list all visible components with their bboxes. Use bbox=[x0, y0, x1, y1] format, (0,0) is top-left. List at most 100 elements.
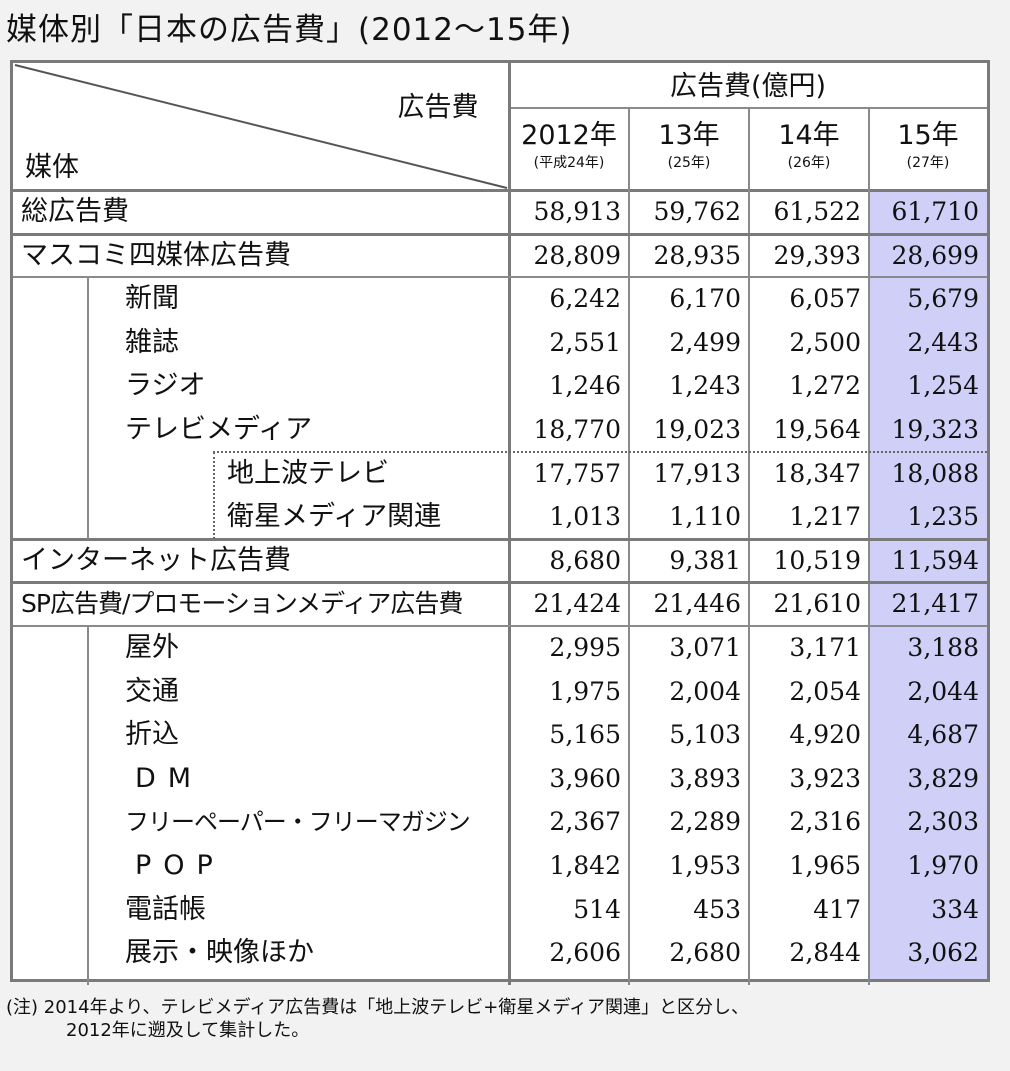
tv-subgroup-dotted-divider bbox=[213, 450, 987, 453]
header-corner-diagonal bbox=[14, 64, 508, 189]
value-cell: 21,417 bbox=[891, 589, 979, 619]
value-cell: 1,217 bbox=[789, 502, 861, 532]
row-label: ラジオ bbox=[125, 370, 206, 402]
page-title: 媒体別「日本の広告費」(2012〜15年) bbox=[6, 12, 573, 48]
value-cell: 2,367 bbox=[549, 807, 621, 837]
header-bottom-border bbox=[13, 189, 987, 192]
value-cell: 3,171 bbox=[789, 633, 861, 662]
row-label: 総広告費 bbox=[21, 196, 129, 227]
value-cell: 9,381 bbox=[669, 545, 741, 575]
value-cell: 2,443 bbox=[907, 327, 979, 357]
value-cell: 28,809 bbox=[533, 240, 621, 270]
value-cell: 453 bbox=[693, 894, 741, 924]
indent-guide bbox=[87, 626, 89, 985]
section-divider bbox=[13, 581, 987, 585]
year-column-divider bbox=[868, 107, 870, 985]
value-cell: 1,235 bbox=[907, 502, 979, 532]
value-cell: 18,088 bbox=[891, 458, 979, 488]
value-cell: 4,687 bbox=[907, 720, 979, 750]
row-label: 展示・映像ほか bbox=[125, 937, 314, 969]
value-cell: 417 bbox=[813, 894, 861, 924]
value-cell: 10,519 bbox=[773, 545, 861, 575]
value-cell: 61,522 bbox=[773, 197, 861, 226]
year-column-divider bbox=[628, 107, 630, 985]
value-cell: 2,044 bbox=[907, 676, 979, 706]
value-cell: 59,762 bbox=[653, 197, 741, 226]
row-label: インターネット広告費 bbox=[21, 544, 291, 576]
value-cell: 3,960 bbox=[549, 763, 621, 793]
value-cell: 28,699 bbox=[891, 240, 979, 270]
footnote-line-2: 2012年に遡及して集計した。 bbox=[66, 1020, 310, 1041]
value-cell: 17,913 bbox=[653, 458, 741, 488]
row-label: POP bbox=[135, 850, 225, 881]
value-cell: 2,289 bbox=[669, 807, 741, 837]
value-cell: 21,424 bbox=[533, 589, 621, 619]
corner-label-media: 媒体 bbox=[25, 152, 79, 183]
value-cell: 5,679 bbox=[907, 284, 979, 314]
diagonal-line bbox=[14, 64, 508, 189]
value-cell: 2,054 bbox=[789, 676, 861, 706]
value-cell: 2,551 bbox=[549, 327, 621, 357]
row-label: 電話帳 bbox=[125, 893, 206, 925]
value-cell: 21,610 bbox=[773, 589, 861, 619]
row-label: SP広告費/プロモーションメディア広告費 bbox=[21, 589, 463, 619]
value-cell: 2,500 bbox=[789, 327, 861, 357]
value-cell: 3,071 bbox=[669, 633, 741, 662]
row-label: テレビメディア bbox=[125, 414, 313, 445]
value-cell: 1,013 bbox=[549, 502, 621, 532]
value-cell: 1,254 bbox=[907, 371, 979, 401]
year-column-divider bbox=[748, 107, 750, 985]
value-cell: 514 bbox=[573, 894, 621, 924]
section-divider bbox=[13, 232, 987, 236]
value-cell: 2,303 bbox=[907, 807, 979, 837]
row-label: マスコミ四媒体広告費 bbox=[21, 239, 291, 271]
value-cell: 5,103 bbox=[669, 720, 741, 750]
value-cell: 6,242 bbox=[549, 284, 621, 314]
row-label: 屋外 bbox=[125, 632, 179, 663]
year-header-3: 15年 bbox=[897, 120, 959, 151]
value-cell: 17,757 bbox=[533, 458, 621, 488]
value-cell: 1,953 bbox=[669, 851, 741, 880]
label-column-divider bbox=[508, 63, 511, 985]
footnote: (注) 2014年より、テレビメディア広告費は「地上波テレビ+衛星メディア関連」… bbox=[6, 996, 749, 1042]
value-cell: 3,893 bbox=[669, 763, 741, 793]
value-cell: 2,680 bbox=[669, 938, 741, 968]
value-cell: 1,272 bbox=[789, 371, 861, 401]
value-cell: 19,564 bbox=[773, 415, 861, 444]
value-cell: 1,110 bbox=[669, 502, 741, 532]
advertising-expenditure-table: 広告費 媒体 広告費(億円) 2012年 (平成24年) 13年 (25年) 14年 (26年)… bbox=[10, 60, 990, 985]
value-cell: 29,393 bbox=[773, 240, 861, 270]
value-cell: 6,170 bbox=[669, 284, 741, 314]
year-subheader-0: (平成24年) bbox=[533, 155, 605, 171]
value-cell: 4,920 bbox=[789, 720, 861, 750]
year-header-0: 2012年 bbox=[521, 120, 617, 151]
row-label: DM bbox=[135, 762, 204, 794]
row-label: 交通 bbox=[125, 675, 179, 707]
value-cell: 2,606 bbox=[549, 938, 621, 968]
value-cell: 19,023 bbox=[653, 415, 741, 444]
value-cell: 334 bbox=[931, 894, 979, 924]
value-cell: 11,594 bbox=[891, 545, 979, 575]
value-cell: 21,446 bbox=[653, 589, 741, 619]
year-subheader-3: (27年) bbox=[906, 155, 950, 171]
value-cell: 5,165 bbox=[549, 720, 621, 750]
highlight-column-2015 bbox=[869, 190, 987, 979]
row-label: 新聞 bbox=[125, 283, 179, 315]
value-cell: 3,062 bbox=[907, 938, 979, 968]
value-cell: 1,246 bbox=[549, 371, 621, 401]
value-cell: 28,935 bbox=[653, 240, 741, 270]
value-cell: 1,970 bbox=[907, 851, 979, 880]
value-cell: 18,770 bbox=[533, 415, 621, 444]
value-cell: 3,188 bbox=[907, 633, 979, 662]
row-label: 折込 bbox=[125, 719, 179, 751]
year-header-2: 14年 bbox=[778, 120, 840, 151]
section-divider bbox=[13, 276, 987, 279]
value-cell: 2,004 bbox=[669, 676, 741, 706]
value-cell: 1,975 bbox=[549, 676, 621, 706]
year-subheader-2: (26年) bbox=[787, 155, 831, 171]
value-cell: 8,680 bbox=[549, 545, 621, 575]
value-cell: 2,316 bbox=[789, 807, 861, 837]
tv-subgroup-dotted-guide bbox=[213, 451, 215, 539]
indent-guide bbox=[87, 277, 89, 539]
value-cell: 1,842 bbox=[549, 851, 621, 880]
